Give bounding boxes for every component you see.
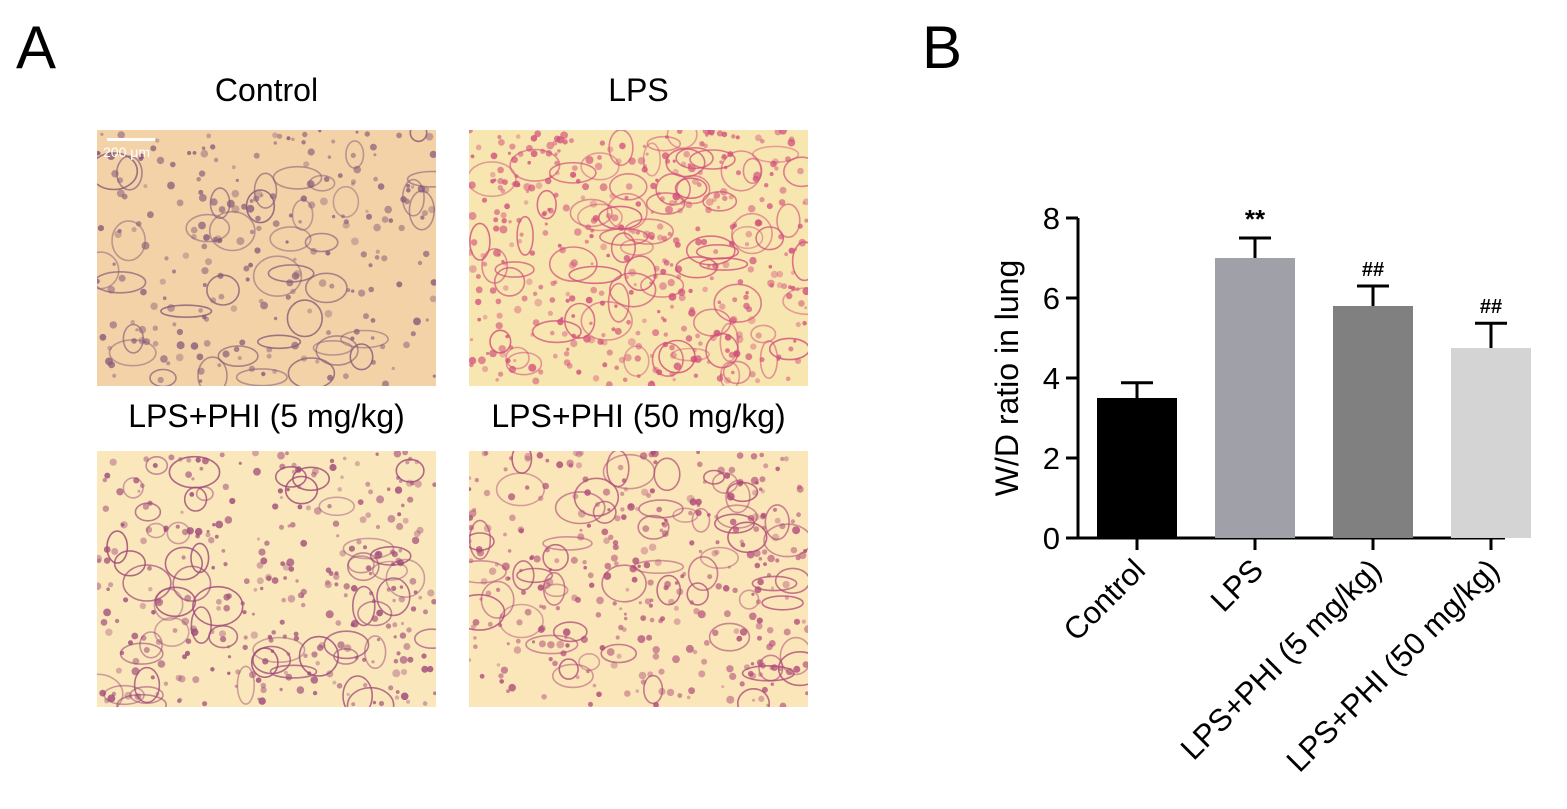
- scale-bar: [107, 138, 155, 141]
- y-tick-label: 4: [1043, 361, 1060, 396]
- micrograph-caption-lps: LPS: [608, 72, 669, 108]
- micrograph-control-image: [97, 130, 436, 386]
- micrograph-phi50: [469, 451, 808, 707]
- panel-b-label: B: [922, 14, 963, 81]
- significance-mark-1: **: [1245, 204, 1266, 234]
- tissue-texture: [97, 130, 436, 386]
- micrograph-control: 200 μm: [97, 130, 436, 386]
- significance-mark-2: ##: [1362, 259, 1384, 281]
- x-tick-label-2: LPS+PHI (5 mg/kg): [1174, 552, 1388, 766]
- x-tick-label-3: LPS+PHI (50 mg/kg): [1280, 552, 1506, 778]
- panel-a-label: A: [16, 14, 57, 81]
- y-tick-label: 0: [1043, 521, 1060, 556]
- y-axis-label: W/D ratio in lung: [989, 260, 1025, 497]
- micrograph-caption-phi5: LPS+PHI (5 mg/kg): [128, 398, 405, 434]
- micrograph-lps-image: [469, 130, 808, 386]
- bar-2: [1333, 306, 1413, 538]
- bar-3: [1451, 348, 1531, 538]
- significance-mark-3: ##: [1480, 296, 1502, 318]
- x-tick-label-0: Control: [1057, 552, 1152, 647]
- y-tick-label: 6: [1043, 281, 1060, 316]
- y-tick-label: 2: [1043, 441, 1060, 476]
- tissue-texture: [469, 451, 808, 707]
- scale-bar-label: 200 μm: [103, 144, 150, 160]
- tissue-texture: [469, 130, 808, 386]
- bars: ** ## ##: [1097, 204, 1531, 538]
- tissue-texture: [97, 451, 436, 707]
- micrograph-phi5-image: [97, 451, 436, 707]
- micrograph-caption-phi50: LPS+PHI (50 mg/kg): [491, 398, 786, 434]
- micrograph-caption-control: Control: [214, 72, 319, 108]
- micrograph-phi50-image: [469, 451, 808, 707]
- bar-0: [1097, 398, 1177, 538]
- x-tick-label-1: LPS: [1204, 552, 1270, 618]
- y-tick-label: 8: [1043, 201, 1060, 236]
- micrograph-lps: [469, 130, 808, 386]
- micrograph-phi5: [97, 451, 436, 707]
- bar-1: [1215, 258, 1295, 538]
